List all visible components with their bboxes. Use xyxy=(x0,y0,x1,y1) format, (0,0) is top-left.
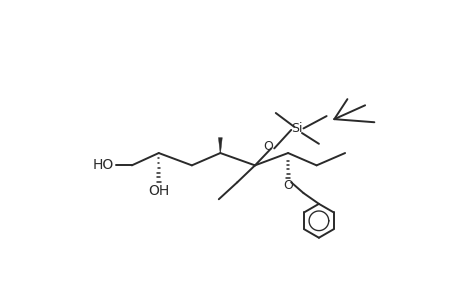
Text: HO: HO xyxy=(93,158,114,172)
Text: OH: OH xyxy=(148,184,169,198)
Polygon shape xyxy=(218,138,222,153)
Text: Si: Si xyxy=(291,122,302,135)
Text: O: O xyxy=(263,140,273,153)
Text: O: O xyxy=(283,179,292,192)
